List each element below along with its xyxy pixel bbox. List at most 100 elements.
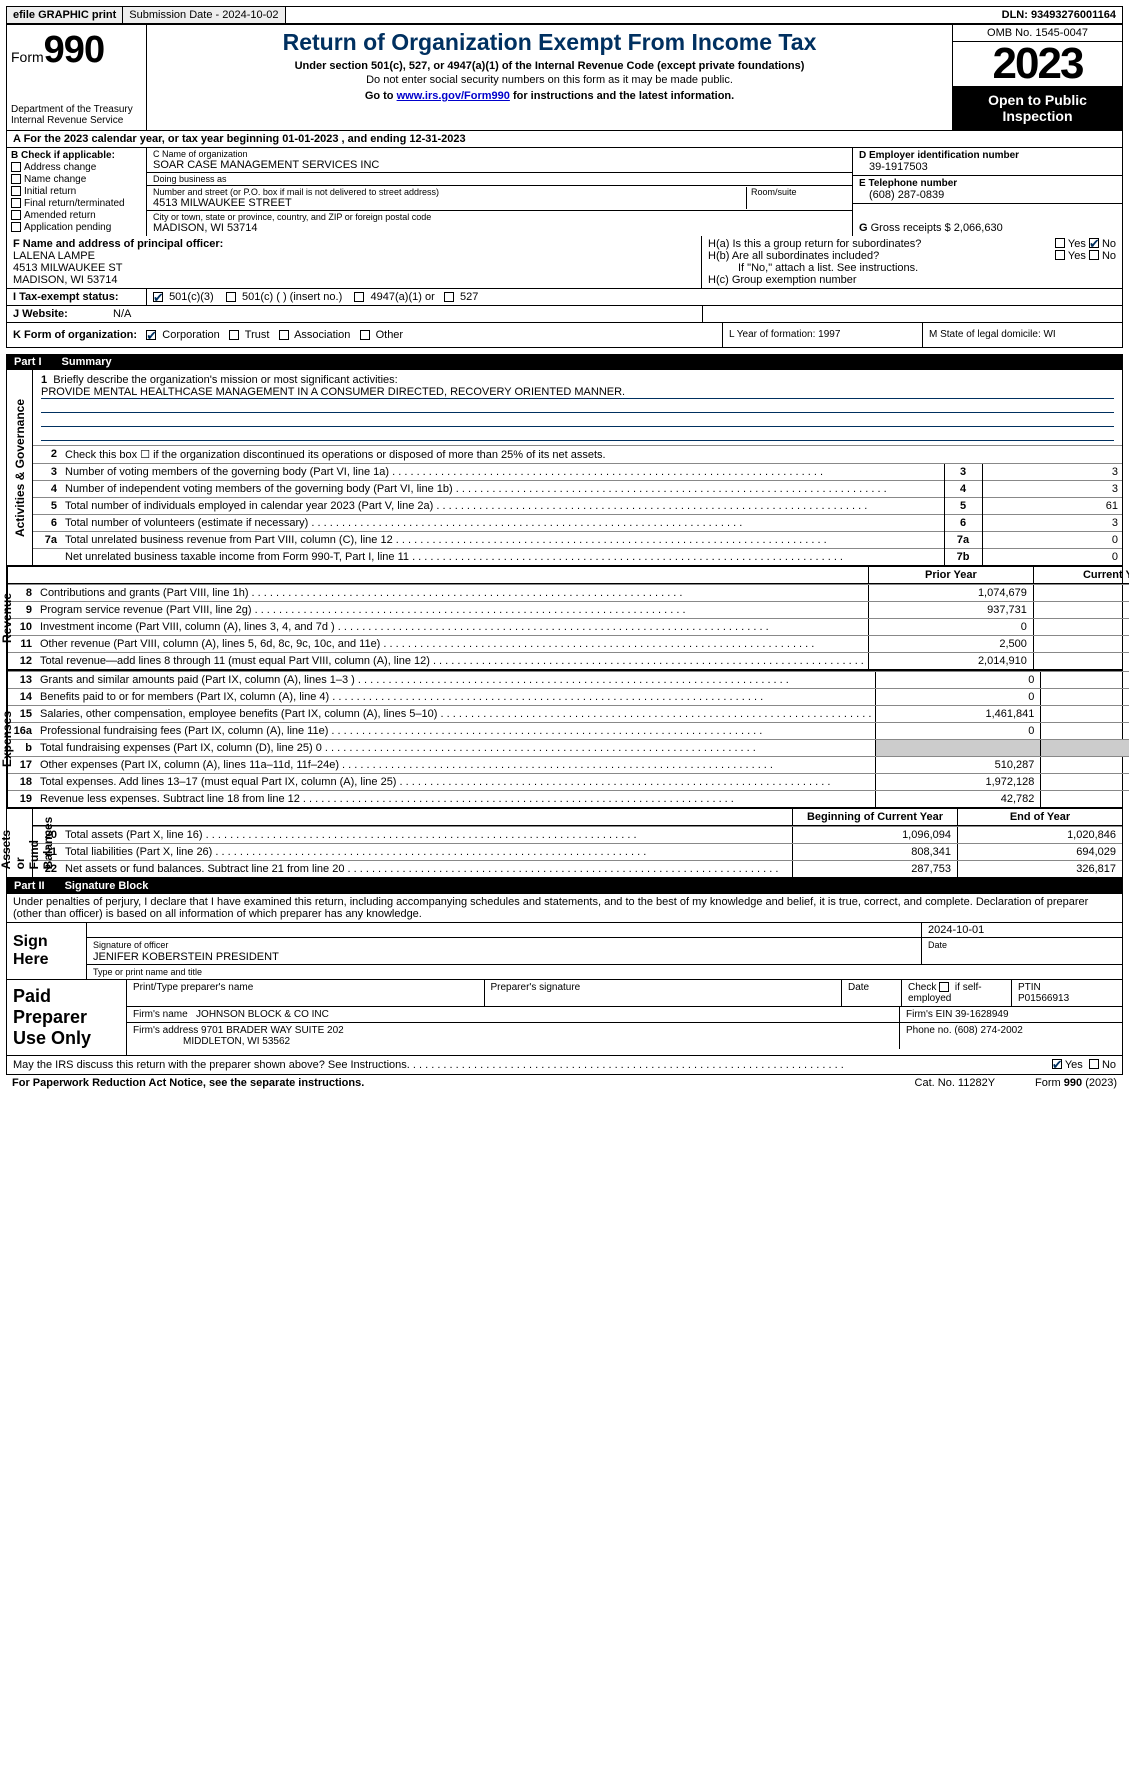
efile-print-button[interactable]: efile GRAPHIC print xyxy=(7,7,123,23)
mission-text: PROVIDE MENTAL HEALTHCASE MANAGEMENT IN … xyxy=(41,386,1114,399)
side-net-assets: Net Assets or Fund Balances xyxy=(7,809,33,877)
table-row: 9Program service revenue (Part VIII, lin… xyxy=(8,601,1129,618)
ha-no[interactable] xyxy=(1089,238,1099,248)
row-fh: F Name and address of principal officer:… xyxy=(6,236,1123,289)
table-row: 5Total number of individuals employed in… xyxy=(33,498,1122,515)
street-address: 4513 MILWAUKEE STREET xyxy=(153,197,746,209)
ptin: P01566913 xyxy=(1018,993,1069,1004)
org-name: SOAR CASE MANAGEMENT SERVICES INC xyxy=(153,159,846,171)
catalog-number: Cat. No. 11282Y xyxy=(915,1077,996,1089)
table-row: 4Number of independent voting members of… xyxy=(33,481,1122,498)
section-bcdeg: B Check if applicable: Address change Na… xyxy=(6,148,1123,236)
table-row: 10Investment income (Part VIII, column (… xyxy=(8,618,1129,635)
chk-corporation[interactable] xyxy=(146,330,156,340)
part-1-summary: Activities & Governance 1 Briefly descri… xyxy=(6,370,1123,878)
table-row: 3Number of voting members of the governi… xyxy=(33,464,1122,481)
officer-addr2: MADISON, WI 53714 xyxy=(13,274,695,286)
chk-501c[interactable] xyxy=(226,292,236,302)
chk-association[interactable] xyxy=(279,330,289,340)
table-row: 21Total liabilities (Part X, line 26)808… xyxy=(33,843,1122,860)
table-row: 20Total assets (Part X, line 16)1,096,09… xyxy=(33,826,1122,843)
chk-amended-return[interactable]: Amended return xyxy=(11,210,142,221)
sign-date: 2024-10-01 xyxy=(922,923,1122,937)
table-row: 8Contributions and grants (Part VIII, li… xyxy=(8,584,1129,601)
table-row: 17Other expenses (Part IX, column (A), l… xyxy=(8,756,1129,773)
part-2-header: Part IISignature Block xyxy=(6,878,1123,894)
table-row: 14Benefits paid to or for members (Part … xyxy=(8,688,1129,705)
firm-name: JOHNSON BLOCK & CO INC xyxy=(196,1009,329,1020)
year-formation: L Year of formation: 1997 xyxy=(722,323,922,347)
chk-application-pending[interactable]: Application pending xyxy=(11,222,142,233)
part-1-header: Part ISummary xyxy=(6,354,1123,370)
row-j: J Website: N/A xyxy=(6,306,1123,323)
table-row: bTotal fundraising expenses (Part IX, co… xyxy=(8,739,1129,756)
topbar: efile GRAPHIC print Submission Date - 20… xyxy=(6,6,1123,25)
tax-year: 2023 xyxy=(953,42,1122,86)
box-b: B Check if applicable: Address change Na… xyxy=(7,148,147,236)
col-current-year: Current Year xyxy=(1033,567,1129,583)
form-subtitle-1: Under section 501(c), 527, or 4947(a)(1)… xyxy=(155,60,944,72)
side-expenses: Expenses xyxy=(7,671,8,807)
chk-address-change[interactable]: Address change xyxy=(11,162,142,173)
ha-yes[interactable] xyxy=(1055,238,1065,248)
sign-here-block: Sign Here 2024-10-01 Signature of office… xyxy=(6,923,1123,980)
side-revenue: Revenue xyxy=(7,567,8,669)
open-to-public: Open to Public Inspection xyxy=(953,86,1122,130)
discuss-yes[interactable] xyxy=(1052,1059,1062,1069)
ein: 39-1917503 xyxy=(859,161,1116,173)
row-i: I Tax-exempt status: 501(c)(3) 501(c) ( … xyxy=(6,289,1123,306)
paid-preparer-block: Paid Preparer Use Only Print/Type prepar… xyxy=(6,980,1123,1056)
form-subtitle-3: Go to www.irs.gov/Form990 for instructio… xyxy=(155,90,944,102)
row-a-tax-year: A For the 2023 calendar year, or tax yea… xyxy=(6,131,1123,148)
firm-ein: 39-1628949 xyxy=(955,1009,1008,1020)
chk-4947[interactable] xyxy=(354,292,364,302)
table-row: 16aProfessional fundraising fees (Part I… xyxy=(8,722,1129,739)
page-footer: For Paperwork Reduction Act Notice, see … xyxy=(6,1075,1123,1091)
chk-name-change[interactable]: Name change xyxy=(11,174,142,185)
table-row: 13Grants and similar amounts paid (Part … xyxy=(8,671,1129,688)
col-begin-year: Beginning of Current Year xyxy=(792,809,957,825)
form-header: Form990 Department of the Treasury Inter… xyxy=(6,25,1123,131)
table-row: 11Other revenue (Part VIII, column (A), … xyxy=(8,635,1129,652)
chk-other[interactable] xyxy=(360,330,370,340)
form-title: Return of Organization Exempt From Incom… xyxy=(155,29,944,56)
website: N/A xyxy=(107,306,702,322)
chk-trust[interactable] xyxy=(229,330,239,340)
chk-final-return[interactable]: Final return/terminated xyxy=(11,198,142,209)
department: Department of the Treasury Internal Reve… xyxy=(11,104,142,126)
side-governance: Activities & Governance xyxy=(7,370,33,565)
officer-name: LALENA LAMPE xyxy=(13,250,695,262)
table-row: Net unrelated business taxable income fr… xyxy=(33,549,1122,566)
box-c: C Name of organization SOAR CASE MANAGEM… xyxy=(147,148,852,236)
table-row: 15Salaries, other compensation, employee… xyxy=(8,705,1129,722)
table-row: 2Check this box ☐ if the organization di… xyxy=(33,446,1122,464)
table-row: 18Total expenses. Add lines 13–17 (must … xyxy=(8,773,1129,790)
table-row: 19Revenue less expenses. Subtract line 1… xyxy=(8,790,1129,807)
col-prior-year: Prior Year xyxy=(868,567,1033,583)
officer-signature-name: JENIFER KOBERSTEIN PRESIDENT xyxy=(93,951,279,963)
row-klm: K Form of organization: Corporation Trus… xyxy=(6,323,1123,348)
signature-intro: Under penalties of perjury, I declare th… xyxy=(6,894,1123,923)
gross-receipts: Gross receipts $ 2,066,630 xyxy=(871,222,1003,234)
governance-table: 2Check this box ☐ if the organization di… xyxy=(33,445,1122,565)
firm-addr2: MIDDLETON, WI 53562 xyxy=(183,1036,290,1047)
phone: (608) 287-0839 xyxy=(859,189,1116,201)
chk-501c3[interactable] xyxy=(153,292,163,302)
table-row: 22Net assets or fund balances. Subtract … xyxy=(33,860,1122,877)
col-end-year: End of Year xyxy=(957,809,1122,825)
discuss-row: May the IRS discuss this return with the… xyxy=(6,1056,1123,1075)
hb-yes[interactable] xyxy=(1055,250,1065,260)
table-row: 7aTotal unrelated business revenue from … xyxy=(33,532,1122,549)
chk-self-employed[interactable] xyxy=(939,982,949,992)
chk-527[interactable] xyxy=(444,292,454,302)
table-row: 12Total revenue—add lines 8 through 11 (… xyxy=(8,652,1129,669)
irs-link[interactable]: www.irs.gov/Form990 xyxy=(397,90,510,102)
table-row: 6Total number of volunteers (estimate if… xyxy=(33,515,1122,532)
discuss-no[interactable] xyxy=(1089,1059,1099,1069)
state-domicile: M State of legal domicile: WI xyxy=(922,323,1122,347)
dln: DLN: 93493276001164 xyxy=(996,7,1122,23)
officer-addr1: 4513 MILWAUKEE ST xyxy=(13,262,695,274)
chk-initial-return[interactable]: Initial return xyxy=(11,186,142,197)
hb-no[interactable] xyxy=(1089,250,1099,260)
city-state-zip: MADISON, WI 53714 xyxy=(153,222,846,234)
